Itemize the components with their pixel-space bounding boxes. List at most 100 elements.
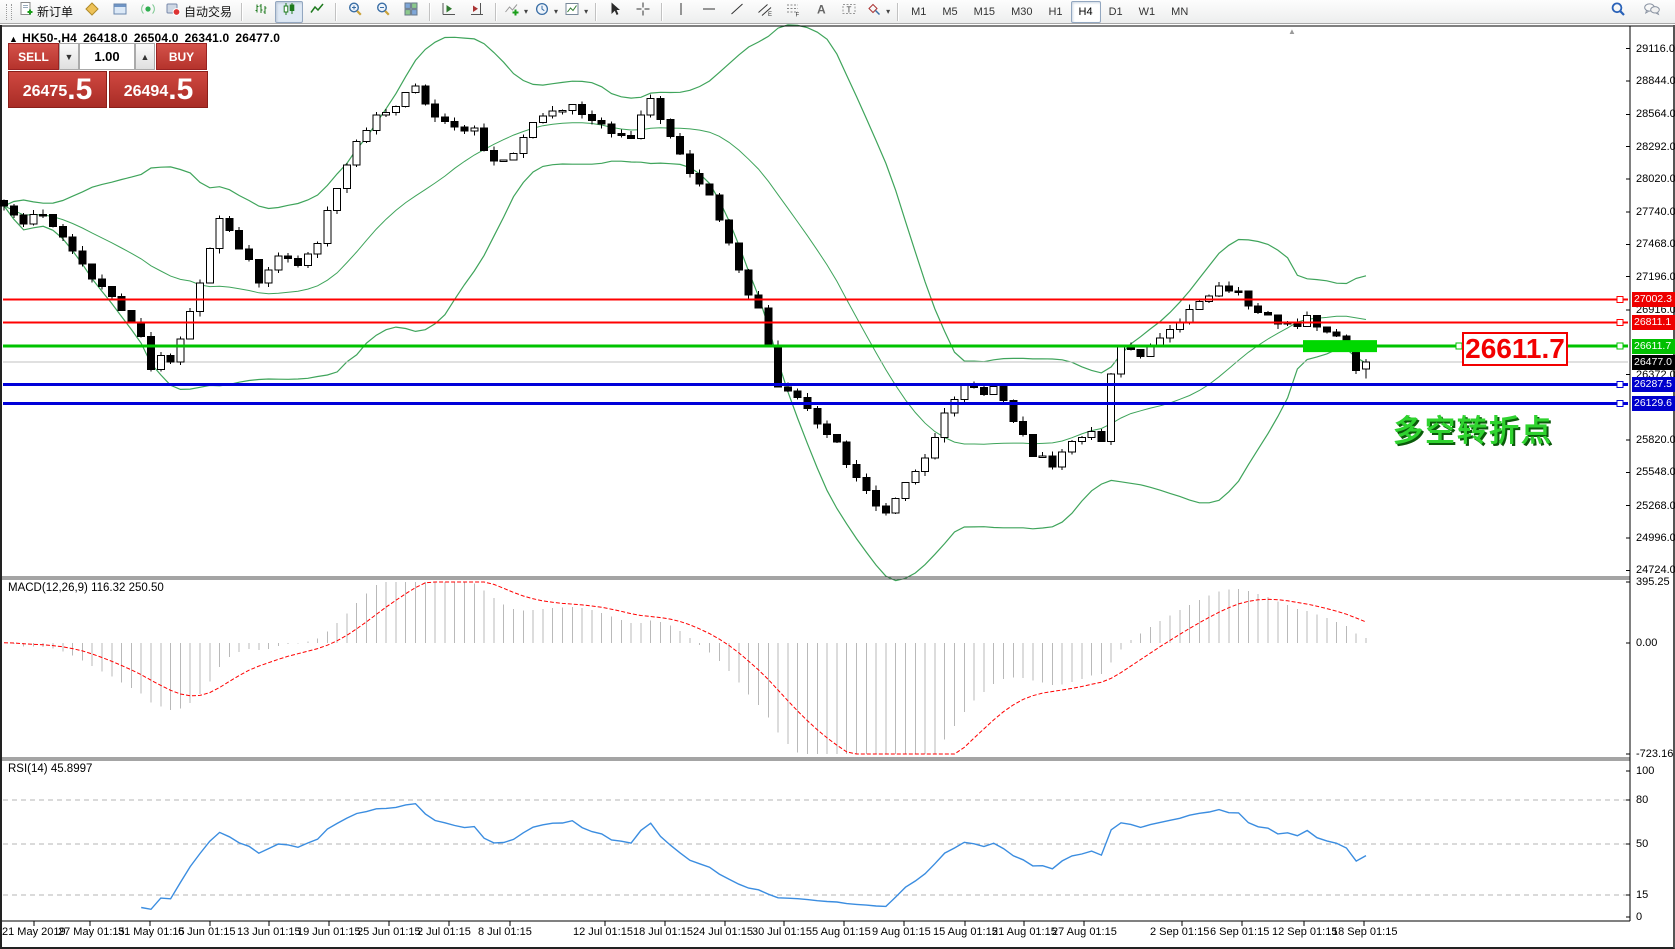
chat-icon [1643, 1, 1661, 22]
arrows-tool-button[interactable]: ▾ [863, 1, 893, 23]
periods-button[interactable]: ▾ [531, 1, 561, 23]
chart-shift-icon [469, 1, 485, 22]
vertical-line-icon [673, 1, 689, 22]
volume-input[interactable] [79, 43, 135, 70]
vertical-line-tool-button[interactable] [667, 1, 695, 23]
signals-button[interactable] [134, 1, 162, 23]
zoom-in-button[interactable] [341, 1, 369, 23]
date-label: 18 Sep 01:15 [1332, 926, 1398, 938]
macd-axis-label: 0.00 [1636, 636, 1658, 649]
rsi-axis-label: 50 [1636, 838, 1649, 850]
auto-scroll-icon [441, 1, 457, 22]
candlestick-chart-type-button[interactable] [275, 0, 304, 23]
volume-decrease-button[interactable]: ▼ [59, 43, 79, 70]
rsi-axis-label: 80 [1636, 794, 1649, 807]
toolbar-separator [335, 2, 338, 21]
collapse-panel-arrow[interactable]: ▲ [9, 34, 19, 44]
date-label: 21 Aug 01:15 [992, 926, 1057, 938]
svg-text:E: E [768, 12, 772, 17]
ohlc-open: 26418.0 [83, 31, 128, 45]
sell-button[interactable]: SELL [8, 43, 59, 70]
toolbar-separator [495, 2, 498, 21]
toolbar-separator [241, 2, 244, 21]
timeframe-m1[interactable]: M1 [911, 5, 927, 18]
date-label: 18 Jul 01:15 [633, 926, 693, 938]
sell-price[interactable]: 26475.5 [8, 71, 107, 108]
indicators-button[interactable]: ▾ [501, 1, 531, 23]
auto-trading-button[interactable]: 自动交易 [162, 1, 237, 23]
crosshair-tool-button[interactable] [629, 1, 657, 23]
tile-windows-button[interactable] [397, 1, 425, 23]
rsi-axis-label: 0 [1636, 911, 1643, 923]
price-tick-label: 27468.0 [1636, 238, 1675, 251]
price-tick-label: 28564.0 [1636, 108, 1675, 121]
bar-chart-type-button[interactable] [247, 1, 275, 23]
bar-chart-icon [253, 1, 269, 22]
volume-increase-button[interactable]: ▲ [135, 43, 155, 70]
price-tick-label: 24724.0 [1636, 564, 1675, 577]
templates-button[interactable]: ▾ [561, 1, 591, 23]
sell-price-main: 26475 [22, 83, 68, 100]
dropdown-caret: ▾ [584, 7, 589, 16]
dropdown-caret: ▾ [524, 7, 529, 16]
date-label: 8 Jul 01:15 [478, 926, 532, 938]
search-button[interactable] [1604, 1, 1632, 23]
trendline-icon [729, 1, 745, 22]
text-tool-button[interactable]: A [807, 1, 835, 23]
horizontal-line-tool-button[interactable] [695, 1, 723, 23]
trendline-tool-button[interactable] [723, 1, 751, 23]
date-label: 25 Jun 01:15 [357, 926, 421, 938]
dropdown-caret: ▾ [886, 7, 891, 16]
line-chart-type-button[interactable] [303, 1, 331, 23]
auto-scroll-button[interactable] [435, 1, 463, 23]
timeframe-h1[interactable]: H1 [1048, 5, 1063, 18]
chart-shift-marker[interactable]: ▲ [1288, 27, 1296, 36]
toolbar-separator [595, 2, 598, 21]
zoom-out-button[interactable] [369, 1, 397, 23]
price-tick-label: 25268.0 [1636, 499, 1675, 512]
date-label: 15 Aug 01:15 [933, 926, 998, 938]
toolbar-separator [429, 2, 432, 21]
buy-price-frac: .5 [168, 73, 194, 106]
buy-price[interactable]: 26494.5 [109, 71, 208, 108]
macd-axis-label: 395.25 [1636, 576, 1670, 588]
turning-point-annotation[interactable]: 多空转折点 [1393, 415, 1553, 448]
zoom-in-icon [347, 1, 363, 22]
ohlc-high: 26504.0 [133, 31, 179, 45]
date-label: 27 Aug 01:15 [1052, 926, 1117, 938]
timeframe-d1[interactable]: D1 [1108, 5, 1123, 18]
timeframe-h4[interactable]: H4 [1070, 0, 1101, 23]
timeframe-m30[interactable]: M30 [1011, 5, 1033, 18]
price-callout-label[interactable]: 26611.7 [1462, 332, 1568, 366]
price-tick-label: 24996.0 [1636, 531, 1675, 544]
buy-button[interactable]: BUY [156, 43, 207, 70]
cursor-tool-button[interactable] [601, 1, 629, 23]
date-label: 21 May 2019 [2, 926, 66, 938]
chat-button[interactable] [1638, 1, 1666, 23]
price-tag: 26129.6 [1632, 395, 1675, 411]
new-order-button[interactable]: 新订单 [15, 1, 78, 23]
rsi-axis-label: 15 [1636, 889, 1649, 902]
toolbar-grip[interactable] [6, 3, 12, 20]
chart-shift-button[interactable] [463, 1, 491, 23]
date-label: 30 Jul 01:15 [752, 926, 812, 938]
label-tool-button[interactable]: T [835, 1, 863, 23]
timeframe-m15[interactable]: M15 [973, 5, 996, 18]
channel-tool-button[interactable]: E [751, 1, 779, 23]
chart-profile-button[interactable] [78, 1, 106, 23]
auto-trading-label: 自动交易 [184, 5, 233, 19]
svg-text:A: A [817, 3, 826, 17]
market-watch-icon [112, 1, 128, 22]
price-tick-label: 28020.0 [1636, 172, 1675, 185]
date-label: 31 May 01:15 [118, 926, 185, 938]
ohlc-close: 26477.0 [235, 31, 281, 45]
timeframe-w1[interactable]: W1 [1138, 5, 1156, 18]
timeframe-m5[interactable]: M5 [942, 5, 958, 18]
zoom-out-icon [375, 1, 391, 22]
clock-icon [534, 1, 550, 22]
price-tick-label: 27196.0 [1636, 270, 1675, 283]
market-watch-button[interactable] [106, 1, 134, 23]
fibonacci-tool-button[interactable]: F [779, 1, 807, 23]
timeframe-mn[interactable]: MN [1171, 5, 1189, 18]
